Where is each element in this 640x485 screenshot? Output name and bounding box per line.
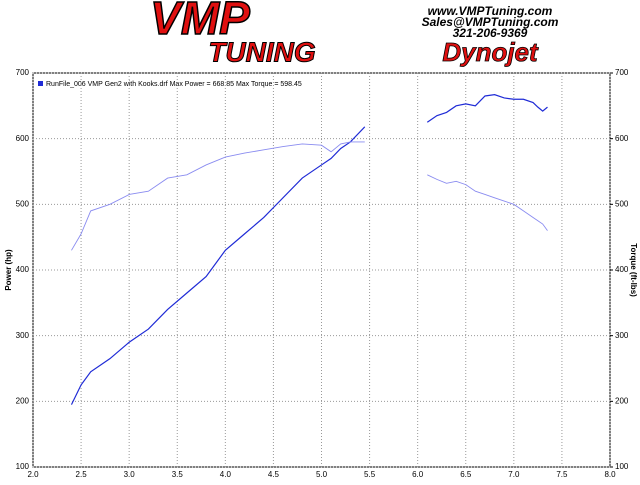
y-tick-label: 700: [16, 68, 30, 77]
x-tick-label: 3.0: [124, 470, 136, 479]
legend-text: RunFile_006 VMP Gen2 with Kooks.drf Max …: [46, 81, 302, 88]
y2-tick-label: 100: [615, 462, 629, 471]
x-tick-label: 7.5: [556, 470, 568, 479]
x-tick-label: 7.0: [508, 470, 520, 479]
x-tick-label: 5.0: [316, 470, 328, 479]
email: Sales@VMPTuning.com: [422, 15, 559, 29]
y-tick-label: 600: [16, 134, 30, 143]
logo-vmp: VMP: [150, 0, 250, 44]
phone: 321-206-9369: [453, 26, 528, 40]
y2-tick-label: 700: [615, 68, 629, 77]
x-tick-label: 2.5: [76, 470, 88, 479]
y-tick-label: 100: [16, 462, 30, 471]
x-tick-label: 6.0: [412, 470, 424, 479]
y-tick-label: 200: [16, 396, 30, 405]
y2-tick-label: 300: [615, 331, 629, 340]
website: www.VMPTuning.com: [428, 4, 553, 18]
y-tick-label: 300: [16, 331, 30, 340]
x-tick-label: 8.0: [604, 470, 616, 479]
x-tick-label: 4.0: [220, 470, 232, 479]
legend-swatch: [38, 81, 43, 86]
series-line: [70, 94, 548, 405]
x-tick-label: 2.0: [27, 470, 39, 479]
y2-axis-label: Torque (ft-lbs): [629, 243, 638, 297]
y-tick-label: 500: [16, 199, 30, 208]
logo-tuning: TUNING: [208, 36, 315, 67]
y-axis-label: Power (hp): [4, 249, 13, 291]
series-line: [71, 141, 548, 251]
y2-tick-label: 200: [615, 396, 629, 405]
y-tick-label: 400: [16, 265, 30, 274]
x-tick-label: 3.5: [172, 470, 184, 479]
y2-tick-label: 600: [615, 134, 629, 143]
x-tick-label: 4.5: [268, 470, 280, 479]
x-tick-label: 6.5: [460, 470, 472, 479]
y2-tick-label: 400: [615, 265, 629, 274]
x-tick-label: 5.5: [364, 470, 376, 479]
y2-tick-label: 500: [615, 199, 629, 208]
brand: Dynojet: [442, 37, 539, 67]
